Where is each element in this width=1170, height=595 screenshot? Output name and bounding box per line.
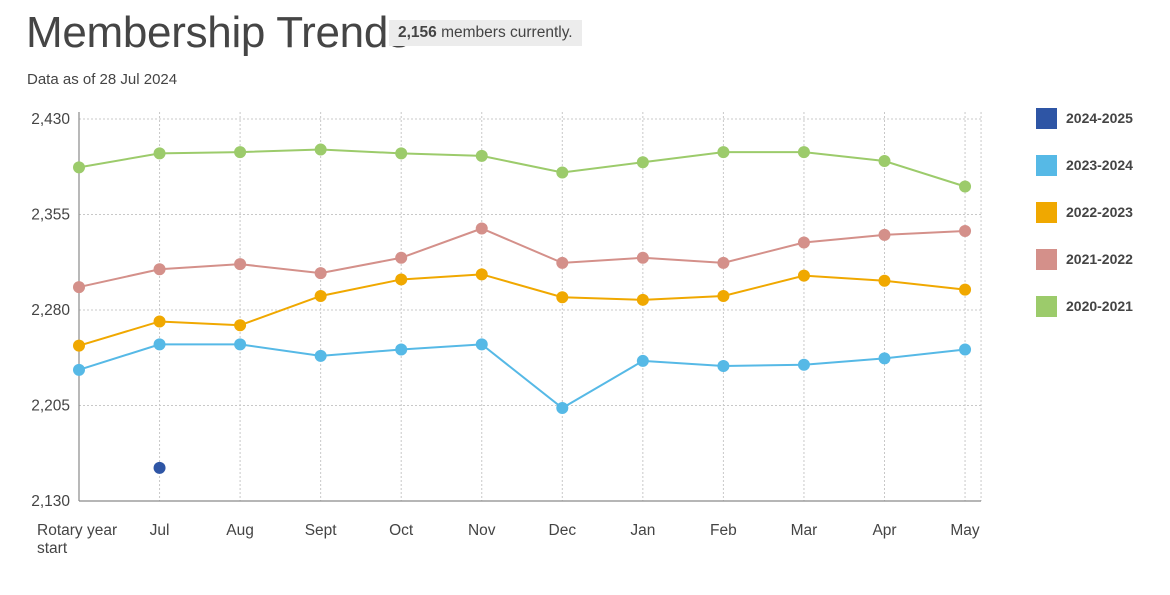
y-tick-label: 2,205 xyxy=(31,398,70,415)
data-point[interactable] xyxy=(797,269,810,282)
legend-label: 2022-2023 xyxy=(1066,204,1133,220)
data-point[interactable] xyxy=(475,338,488,351)
x-tick-label: Nov xyxy=(468,522,496,539)
data-point[interactable] xyxy=(395,273,408,286)
data-point[interactable] xyxy=(314,267,327,280)
data-point[interactable] xyxy=(878,352,891,365)
data-point[interactable] xyxy=(959,343,972,356)
y-tick-label: 2,430 xyxy=(31,111,70,128)
series-2022-2023 xyxy=(73,268,972,352)
data-point[interactable] xyxy=(797,358,810,371)
data-point[interactable] xyxy=(314,289,327,302)
data-point[interactable] xyxy=(959,225,972,238)
series-2023-2024 xyxy=(73,338,972,415)
x-tick-label: Mar xyxy=(791,522,818,539)
y-tick-label: 2,130 xyxy=(31,493,70,510)
legend-swatch xyxy=(1036,249,1057,270)
data-point[interactable] xyxy=(395,251,408,264)
data-point[interactable] xyxy=(556,291,569,304)
x-tick-label: Aug xyxy=(226,522,254,539)
data-point[interactable] xyxy=(73,161,85,174)
data-point[interactable] xyxy=(234,258,247,271)
data-point[interactable] xyxy=(475,222,488,235)
data-point[interactable] xyxy=(395,147,408,160)
x-tick-label: Oct xyxy=(389,522,414,539)
x-tick-label: Feb xyxy=(710,522,737,539)
page-title: Membership Trends xyxy=(26,8,410,57)
data-point[interactable] xyxy=(717,146,730,159)
data-point[interactable] xyxy=(314,143,327,156)
data-point[interactable] xyxy=(878,274,891,287)
data-point[interactable] xyxy=(636,251,649,264)
data-point[interactable] xyxy=(878,155,891,168)
y-tick-label: 2,280 xyxy=(31,302,70,319)
x-axis-tick-labels: Rotary year start Jul Aug Sept Oct Nov Dec Jan Fe… xyxy=(37,522,980,557)
data-point[interactable] xyxy=(797,146,810,159)
data-point[interactable] xyxy=(475,268,488,281)
x-tick-label: Rotary year start xyxy=(37,522,117,557)
data-point[interactable] xyxy=(153,461,166,474)
series-line xyxy=(78,148,966,188)
data-point[interactable] xyxy=(878,228,891,241)
data-point[interactable] xyxy=(234,338,247,351)
data-point[interactable] xyxy=(314,349,327,362)
data-point[interactable] xyxy=(959,180,972,193)
legend-swatch xyxy=(1036,296,1057,317)
data-point[interactable] xyxy=(153,338,166,351)
member-count-badge: 2,156 members currently. xyxy=(389,20,582,46)
x-tick-label: Jan xyxy=(630,522,655,539)
x-tick-label: Apr xyxy=(872,522,896,539)
data-point[interactable] xyxy=(153,263,166,276)
data-point[interactable] xyxy=(797,236,810,249)
member-count-text: members currently. xyxy=(441,24,573,41)
data-point[interactable] xyxy=(717,256,730,269)
x-tick-label: Dec xyxy=(549,522,577,539)
y-axis-tick-labels: 2,130 2,205 2,280 2,355 2,430 xyxy=(31,111,70,510)
data-point[interactable] xyxy=(234,146,247,159)
x-tick-label: May xyxy=(950,522,980,539)
member-count-value: 2,156 xyxy=(398,24,437,41)
data-point[interactable] xyxy=(73,339,85,352)
data-point[interactable] xyxy=(556,256,569,269)
series-line xyxy=(78,273,966,347)
y-tick-label: 2,355 xyxy=(31,207,70,224)
x-tick-label: Sept xyxy=(305,522,338,539)
data-point[interactable] xyxy=(73,281,85,294)
membership-line-chart: 2,130 2,205 2,280 2,355 2,430 Rotary year sta… xyxy=(31,111,982,557)
data-point[interactable] xyxy=(959,283,972,296)
legend-label: 2024-2025 xyxy=(1066,110,1133,126)
data-point[interactable] xyxy=(73,363,85,376)
data-point[interactable] xyxy=(636,293,649,306)
chart-grid xyxy=(79,112,982,501)
data-point[interactable] xyxy=(475,149,488,162)
legend-label: 2023-2024 xyxy=(1066,157,1133,173)
x-tick-label: Jul xyxy=(150,522,170,539)
series-2024-2025 xyxy=(153,461,166,474)
data-point[interactable] xyxy=(153,315,166,328)
data-point[interactable] xyxy=(153,147,166,160)
legend-label: 2020-2021 xyxy=(1066,298,1133,314)
legend-swatch xyxy=(1036,202,1057,223)
legend-swatch xyxy=(1036,155,1057,176)
data-point[interactable] xyxy=(636,156,649,169)
data-point[interactable] xyxy=(717,360,730,373)
legend-swatch xyxy=(1036,108,1057,129)
series-2020-2021 xyxy=(73,143,972,193)
series-2021-2022 xyxy=(73,222,972,294)
series-line xyxy=(78,343,966,410)
data-point[interactable] xyxy=(556,402,569,415)
data-point[interactable] xyxy=(234,319,247,332)
legend-label: 2021-2022 xyxy=(1066,251,1133,267)
chart-axes xyxy=(78,112,982,502)
data-point[interactable] xyxy=(717,289,730,302)
chart-series xyxy=(73,143,972,474)
data-point[interactable] xyxy=(395,343,408,356)
series-line xyxy=(78,227,966,289)
data-point[interactable] xyxy=(556,166,569,179)
data-as-of-date: Data as of 28 Jul 2024 xyxy=(27,71,178,88)
data-point[interactable] xyxy=(636,354,649,367)
